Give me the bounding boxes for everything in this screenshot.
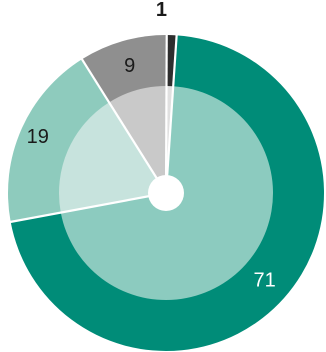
separator-line (164, 30, 168, 194)
data-label-9: 9 (124, 55, 135, 77)
separator-line (78, 55, 167, 194)
inner-slice-19 (59, 102, 166, 213)
data-label-1: 1 (156, 0, 167, 21)
center-hole (148, 175, 184, 211)
data-label-71: 71 (253, 270, 275, 292)
separator-line (164, 31, 179, 194)
data-label-19: 19 (27, 126, 49, 148)
data-labels: 71 19 9 1 (27, 0, 276, 292)
separator-dot (172, 27, 182, 36)
inner-slice-9 (109, 85, 167, 193)
separator-dot (162, 26, 171, 36)
slice-separators (2, 26, 182, 227)
separator-line (6, 191, 167, 224)
separator-dot (2, 218, 11, 227)
separator-dot (75, 51, 85, 61)
